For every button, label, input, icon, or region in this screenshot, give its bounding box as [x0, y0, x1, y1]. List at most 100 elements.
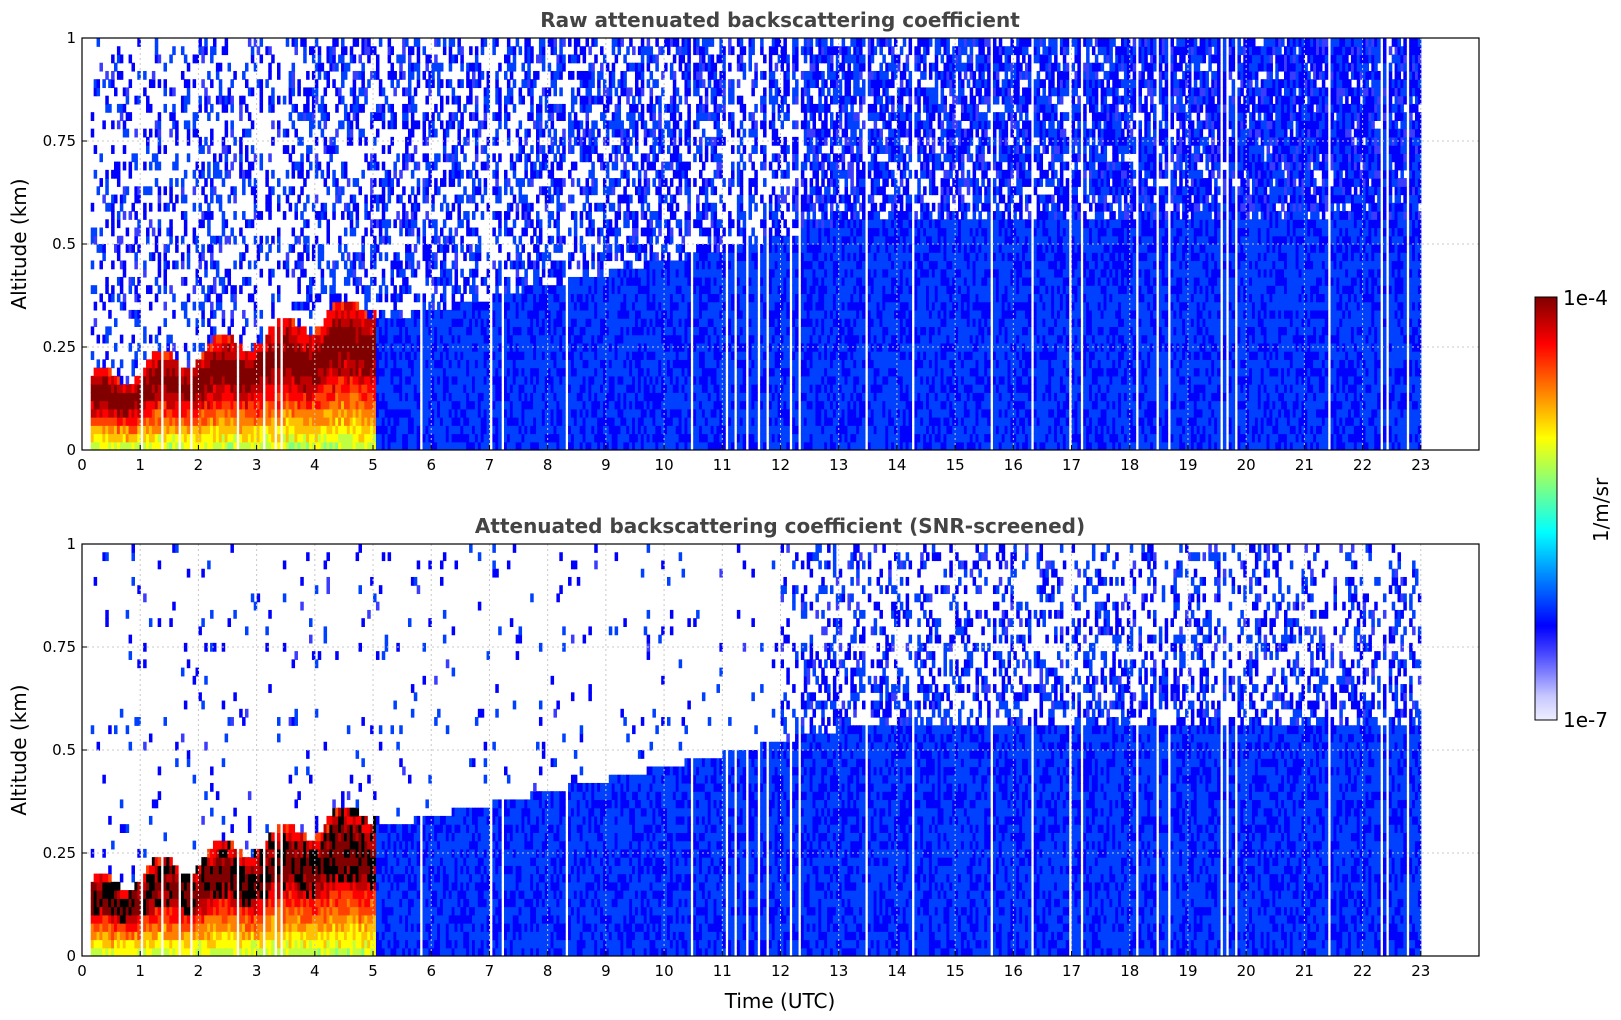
heatmap-cell — [154, 384, 159, 393]
heatmap-cell — [306, 153, 310, 163]
heatmap-cell — [288, 367, 293, 377]
heatmap-cell — [591, 161, 595, 171]
heatmap-cell — [192, 425, 197, 435]
heatmap-cell — [250, 145, 255, 154]
heatmap-cell — [134, 408, 138, 418]
heatmap-cell — [212, 392, 217, 402]
heatmap-cell — [437, 70, 441, 80]
heatmap-cell — [157, 54, 162, 64]
heatmap-cell — [154, 425, 159, 435]
heatmap-cell — [381, 309, 386, 319]
heatmap-cell — [163, 408, 167, 418]
heatmap-cell — [250, 441, 255, 450]
heatmap-cell — [355, 285, 360, 295]
heatmap-cell — [218, 153, 223, 163]
heatmap-cell — [227, 276, 232, 286]
heatmap-cell — [183, 441, 188, 450]
heatmap-cell — [338, 235, 342, 245]
heatmap-cell — [454, 268, 459, 278]
heatmap-cell — [192, 227, 197, 237]
heatmap-cell — [233, 367, 237, 377]
heatmap-cell — [96, 186, 101, 196]
heatmap-cell — [623, 79, 627, 89]
heatmap-cell — [227, 268, 232, 278]
heatmap-cell — [422, 301, 427, 311]
heatmap-cell — [210, 425, 214, 435]
heatmap-cell — [483, 276, 488, 286]
heatmap-cell — [277, 400, 281, 410]
heatmap-cell — [137, 186, 141, 196]
heatmap-cell — [105, 417, 109, 426]
heatmap-cell — [224, 235, 229, 245]
heatmap-cell — [384, 293, 389, 303]
heatmap-cell — [169, 408, 173, 418]
heatmap-cell — [114, 417, 118, 426]
heatmap-cell — [204, 260, 208, 270]
heatmap-cell — [303, 268, 307, 278]
heatmap-cell — [122, 441, 127, 450]
heatmap-cell — [207, 351, 211, 360]
heatmap-cell — [114, 342, 118, 352]
heatmap-cell — [201, 367, 205, 377]
heatmap-cell — [148, 433, 153, 443]
heatmap-cell — [122, 392, 127, 402]
heatmap-cell — [244, 244, 249, 253]
heatmap-cell — [506, 128, 511, 138]
heatmap-cell — [277, 244, 281, 253]
heatmap-cell — [271, 87, 275, 97]
heatmap-cell — [146, 433, 150, 443]
heatmap-cell — [212, 433, 217, 443]
heatmap-cell — [559, 276, 563, 286]
heatmap-cell — [608, 87, 613, 97]
heatmap-cell — [154, 128, 159, 138]
heatmap-cell — [201, 211, 205, 220]
heatmap-cell — [300, 186, 304, 196]
heatmap-cell — [128, 408, 133, 418]
heatmap-cell — [172, 425, 176, 435]
heatmap-cell — [204, 425, 208, 435]
heatmap-cell — [512, 62, 517, 72]
heatmap-cell — [390, 276, 395, 286]
heatmap-cell — [192, 301, 197, 311]
heatmap-cell — [134, 309, 138, 319]
heatmap-cell — [128, 54, 133, 64]
heatmap-cell — [256, 334, 261, 344]
heatmap-cell — [530, 95, 534, 105]
heatmap-cell — [183, 392, 188, 402]
heatmap-cell — [148, 441, 153, 450]
heatmap-cell — [294, 260, 298, 270]
heatmap-cell — [215, 417, 220, 426]
heatmap-cell — [157, 441, 162, 450]
heatmap-cell — [343, 244, 348, 253]
heatmap-cell — [617, 227, 622, 237]
heatmap-cell — [175, 400, 179, 410]
heatmap-cell — [291, 301, 296, 311]
heatmap-cell — [291, 120, 296, 130]
heatmap-cell — [451, 178, 456, 187]
heatmap-cell — [96, 38, 101, 47]
heatmap-cell — [285, 145, 290, 154]
heatmap-cell — [256, 417, 261, 426]
heatmap-cell — [437, 38, 441, 47]
heatmap-cell — [498, 120, 502, 130]
heatmap-cell — [355, 95, 360, 105]
heatmap-cell — [410, 46, 415, 56]
heatmap-cell — [116, 433, 121, 443]
heatmap-cell — [620, 153, 624, 163]
heatmap-cell — [183, 227, 188, 237]
heatmap-cell — [288, 351, 293, 360]
heatmap-cell — [294, 408, 298, 418]
heatmap-cell — [562, 400, 566, 410]
heatmap-cell — [573, 235, 578, 245]
heatmap-cell — [221, 211, 226, 220]
heatmap-cell — [271, 103, 275, 113]
heatmap-cell — [172, 367, 176, 377]
heatmap-cell — [498, 260, 502, 270]
heatmap-cell — [591, 260, 595, 270]
heatmap-cell — [244, 145, 249, 154]
heatmap-cell — [582, 252, 587, 262]
heatmap-cell — [154, 120, 159, 130]
heatmap-cell — [314, 95, 319, 105]
heatmap-cell — [329, 153, 333, 163]
heatmap-cell — [172, 441, 176, 450]
